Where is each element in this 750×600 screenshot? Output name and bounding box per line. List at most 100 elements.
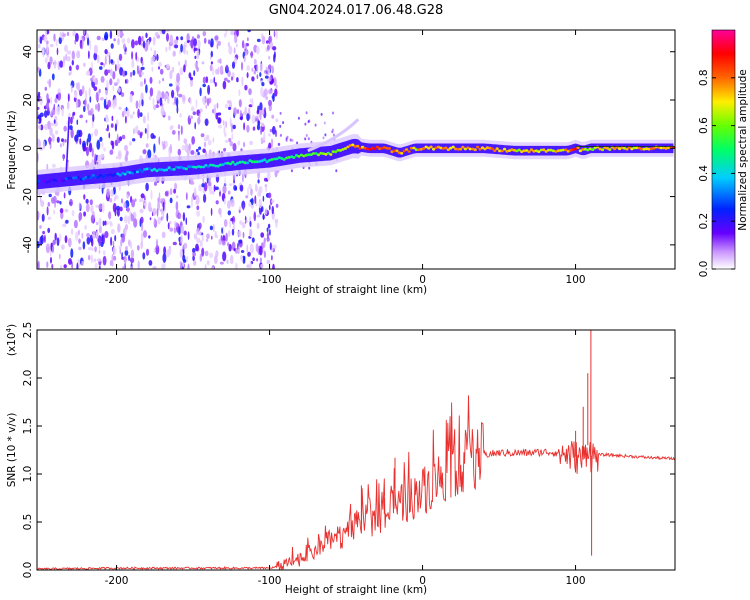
ridge-cell	[441, 147, 445, 150]
ridge-cell	[187, 165, 191, 169]
noise-speckle	[275, 30, 278, 40]
noise-speckle	[121, 198, 123, 204]
noise-speckle	[104, 49, 108, 55]
noise-speckle	[172, 241, 177, 246]
spectrogram-frame	[36, 29, 676, 270]
noise-speckle	[178, 61, 180, 66]
ridge-cell	[466, 146, 470, 150]
noise-speckle	[121, 134, 126, 140]
ridge-cell	[532, 149, 536, 153]
noise-speckle	[203, 181, 208, 192]
noise-speckle	[273, 77, 277, 87]
noise-speckle	[264, 75, 269, 79]
noise-speckle	[270, 138, 274, 148]
noise-speckle	[156, 53, 159, 62]
noise-speckle	[179, 248, 183, 258]
noise-speckle	[155, 104, 160, 108]
noise-speckle	[176, 195, 179, 199]
noise-speckle	[268, 36, 271, 45]
noise-speckle	[142, 40, 146, 49]
ridge-cell	[556, 149, 561, 153]
noise-speckle	[273, 53, 276, 63]
noise-speckle	[53, 59, 57, 69]
noise-speckle	[48, 193, 52, 198]
noise-speckle	[61, 244, 65, 250]
noise-speckle	[145, 84, 148, 94]
noise-speckle	[210, 38, 214, 48]
noise-speckle	[251, 114, 256, 124]
noise-speckle	[88, 142, 93, 153]
ridge-cell	[150, 168, 154, 172]
ridge-cell	[517, 148, 521, 152]
noise-speckle	[166, 63, 170, 69]
noise-speckle	[50, 97, 52, 105]
spectrogram-x-ticks: -200 -100 0 100	[105, 30, 586, 286]
ridge-cell	[84, 175, 88, 179]
noise-speckle	[49, 56, 53, 65]
ridge-cell	[363, 146, 367, 150]
y-tick-label: -40	[22, 236, 34, 253]
noise-speckle	[81, 232, 84, 239]
noise-speckle	[166, 212, 169, 222]
noise-speckle	[44, 110, 48, 118]
noise-speckle	[192, 252, 197, 257]
noise-speckle	[52, 239, 56, 246]
noise-speckle	[195, 98, 198, 109]
noise-speckle	[157, 216, 161, 225]
noise-speckle	[234, 34, 238, 44]
noise-speckle	[285, 138, 288, 142]
noise-speckle	[271, 255, 273, 261]
ridge-cell	[456, 147, 460, 151]
noise-speckle	[198, 113, 201, 118]
noise-speckle	[105, 128, 110, 132]
ridge-cell	[387, 147, 392, 150]
noise-speckle	[110, 228, 115, 235]
ridge-cell	[591, 148, 595, 152]
ridge-cell	[280, 157, 284, 160]
noise-speckle	[76, 50, 81, 59]
noise-speckle	[209, 64, 213, 72]
ridge-cell	[89, 176, 93, 180]
ridge-cell	[338, 149, 343, 152]
noise-speckle	[217, 112, 222, 116]
noise-speckle	[39, 36, 43, 44]
noise-speckle	[124, 249, 129, 256]
noise-speckle	[176, 72, 181, 83]
noise-speckle	[239, 116, 243, 120]
snr-x-label: Height of straight line (km)	[285, 584, 427, 596]
noise-speckle	[227, 41, 230, 48]
noise-speckle	[251, 67, 254, 72]
noise-speckle	[166, 32, 169, 42]
noise-speckle	[185, 217, 188, 225]
ridge-cell	[250, 160, 254, 164]
noise-speckle	[190, 76, 193, 81]
noise-speckle	[224, 77, 228, 82]
ridge-cell	[588, 147, 592, 151]
noise-speckle	[194, 122, 196, 130]
ridge-cell	[637, 146, 641, 150]
ridge-cell	[130, 171, 135, 175]
noise-speckle	[253, 211, 257, 222]
noise-speckle	[116, 208, 120, 217]
noise-speckle	[81, 36, 84, 46]
ridge-cell	[81, 177, 86, 181]
noise-speckle	[194, 55, 197, 60]
noise-speckle	[199, 87, 202, 97]
noise-speckle	[47, 137, 52, 143]
ridge-cell	[331, 150, 335, 154]
noise-speckle	[297, 116, 300, 120]
noise-speckle	[56, 47, 59, 56]
noise-speckle	[239, 220, 243, 225]
noise-speckle	[123, 255, 127, 263]
noise-speckle	[231, 61, 236, 69]
noise-speckle	[46, 40, 49, 45]
noise-speckle	[91, 247, 94, 252]
noise-speckle	[243, 256, 246, 261]
noise-speckle	[70, 128, 74, 139]
ridge-cell	[527, 150, 531, 154]
noise-speckle	[249, 261, 252, 269]
noise-speckle	[66, 56, 71, 62]
noise-speckle	[161, 231, 166, 239]
x-tick-label: 100	[566, 575, 586, 587]
noise-speckle	[200, 133, 205, 138]
